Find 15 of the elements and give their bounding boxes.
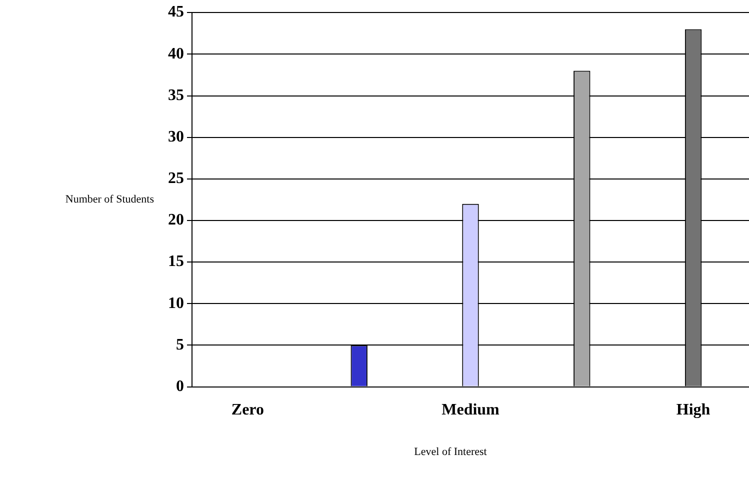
- x-tick-label: Medium: [442, 402, 500, 419]
- x-axis-title: Level of Interest: [414, 446, 487, 458]
- y-tick-label: 30: [168, 128, 184, 146]
- y-tick-label: 35: [168, 86, 184, 104]
- y-tick-label: 10: [168, 294, 184, 312]
- y-tick-label: 40: [168, 45, 184, 62]
- y-tick-label: 5: [176, 336, 184, 354]
- y-tick-label: 20: [168, 212, 184, 229]
- y-axis-title: Number of Students: [65, 194, 154, 206]
- x-tick-label: High: [676, 402, 710, 419]
- y-tick-label: 15: [168, 253, 184, 270]
- y-tick-label: 0: [176, 378, 184, 395]
- y-tick-label: 45: [168, 4, 184, 21]
- y-tick-label: 25: [168, 170, 184, 188]
- x-tick-label: Zero: [231, 402, 264, 419]
